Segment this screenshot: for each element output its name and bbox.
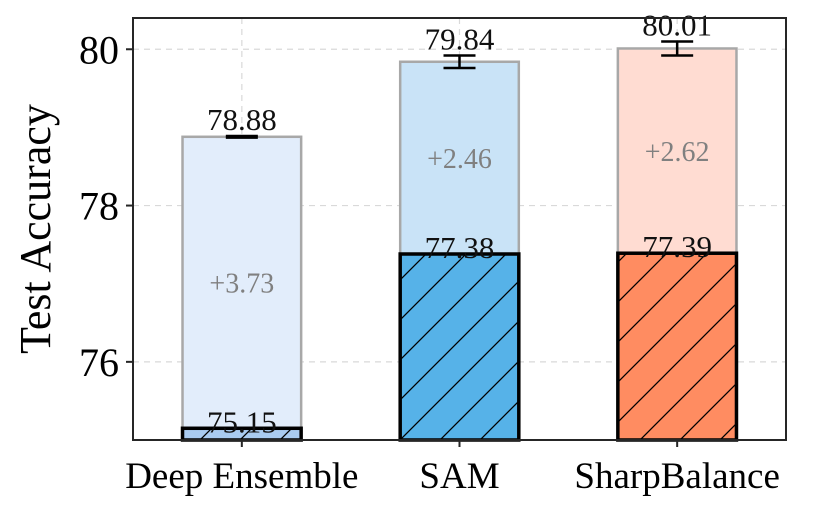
x-tick-label-2: SharpBalance bbox=[574, 456, 779, 497]
gain-label-0: +3.73 bbox=[209, 269, 274, 300]
x-tick-label-1: SAM bbox=[419, 456, 499, 497]
ensemble-value-label-1: 79.84 bbox=[425, 22, 495, 57]
y-tick-label-2: 80 bbox=[79, 27, 119, 72]
base-value-label-0: 75.15 bbox=[207, 404, 277, 439]
ensemble-value-label-0: 78.88 bbox=[207, 102, 277, 137]
y-tick-label-0: 76 bbox=[79, 340, 119, 385]
bar-ensemble-0 bbox=[181, 135, 303, 442]
bars: 78.88 75.15 +3.73 79.84 77.38 +2.46 80.01 77.39… bbox=[180, 7, 739, 442]
x-tick-label-0: Deep Ensemble bbox=[125, 456, 358, 497]
ensemble-value-label-2: 80.01 bbox=[642, 7, 712, 42]
gain-label-1: +2.46 bbox=[427, 144, 492, 175]
gain-label-2: +2.62 bbox=[645, 137, 710, 168]
y-tick-label-1: 78 bbox=[79, 184, 119, 229]
bar-base-hatch-1 bbox=[400, 254, 519, 440]
bar-base-hatch-0 bbox=[182, 428, 302, 440]
axis-ticks: 76 78 80 Deep Ensemble SAM SharpBalance bbox=[79, 27, 780, 497]
base-value-label-1: 77.38 bbox=[425, 230, 495, 265]
base-value-label-2: 77.39 bbox=[642, 229, 712, 264]
bar-base-hatch-2 bbox=[617, 253, 737, 440]
y-axis-title: Test Accuracy bbox=[11, 104, 60, 354]
